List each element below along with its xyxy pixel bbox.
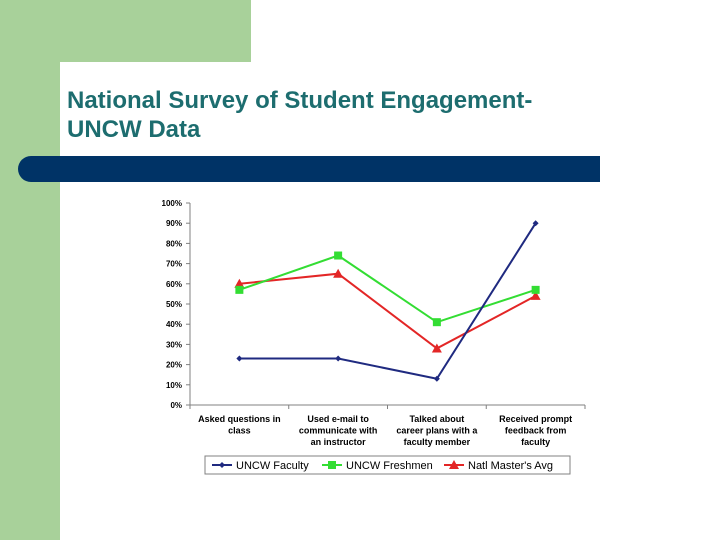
legend-label-2: Natl Master's Avg [468,460,553,472]
y-tick-label: 20% [166,361,182,370]
data-point-2-0 [234,278,245,288]
y-tick-label: 60% [166,280,182,289]
data-point-2-2 [431,343,442,353]
data-point-2-1 [333,268,344,278]
x-tick-label-line: class [228,426,251,436]
x-tick-label: Received prompt feedback from faculty [499,414,572,447]
data-point-0-0 [236,355,243,362]
slide-title-line-2: UNCW Data [67,116,201,143]
x-tick-label: Talked about career plans with a faculty m… [396,414,478,447]
slide-title: National Survey of Student Engagement- U… [67,86,667,144]
data-point-0-2 [433,375,440,382]
x-tick-label-line: faculty [521,437,550,447]
x-tick-label-line: feedback from [505,426,567,436]
decorative-left-strip [0,0,60,540]
legend-marker-2 [449,460,459,469]
x-tick-label-line: communicate with [299,426,378,436]
y-tick-label: 30% [166,340,182,349]
y-tick-label: 0% [170,401,182,410]
y-tick-label: 70% [166,260,182,269]
x-tick-label-line: career plans with a [396,426,478,436]
series-line-1 [239,254,536,324]
decorative-top-block [0,0,251,62]
y-tick-label: 50% [166,300,182,309]
legend-marker-1 [328,461,336,469]
x-tick-label-line: Used e-mail to [307,414,369,424]
x-tick-label: Used e-mail to communicate with an instruc… [299,414,378,447]
data-point-1-3 [531,285,540,294]
legend-box [204,455,571,475]
y-tick-label: 40% [166,320,182,329]
data-point-1-2 [432,318,441,327]
y-tick-label: 90% [166,219,182,228]
series-line-2 [239,272,537,350]
y-tick-label: 80% [166,239,182,248]
x-tick-label-line: Asked questions in [198,414,281,424]
x-tick-label-line: an instructor [311,437,367,447]
y-tick-label: 10% [166,381,182,390]
data-point-1-1 [334,251,343,260]
x-tick-label-line: Talked about [409,414,464,424]
data-point-0-1 [335,355,342,362]
series-line-0 [239,222,537,380]
slide-title-line-1: National Survey of Student Engagement- [67,87,533,114]
y-tick-label: 100% [162,199,182,208]
x-tick-label: Asked questions in class [198,414,281,436]
title-underline-bar [18,156,600,182]
x-tick-label-line: faculty member [404,437,471,447]
legend-marker-0 [219,462,225,468]
data-point-1-0 [235,285,244,294]
legend-label-1: UNCW Freshmen [346,460,433,472]
data-point-0-3 [532,220,539,227]
data-point-2-3 [530,290,541,300]
x-tick-label-line: Received prompt [499,414,572,424]
legend-label-0: UNCW Faculty [236,460,309,472]
